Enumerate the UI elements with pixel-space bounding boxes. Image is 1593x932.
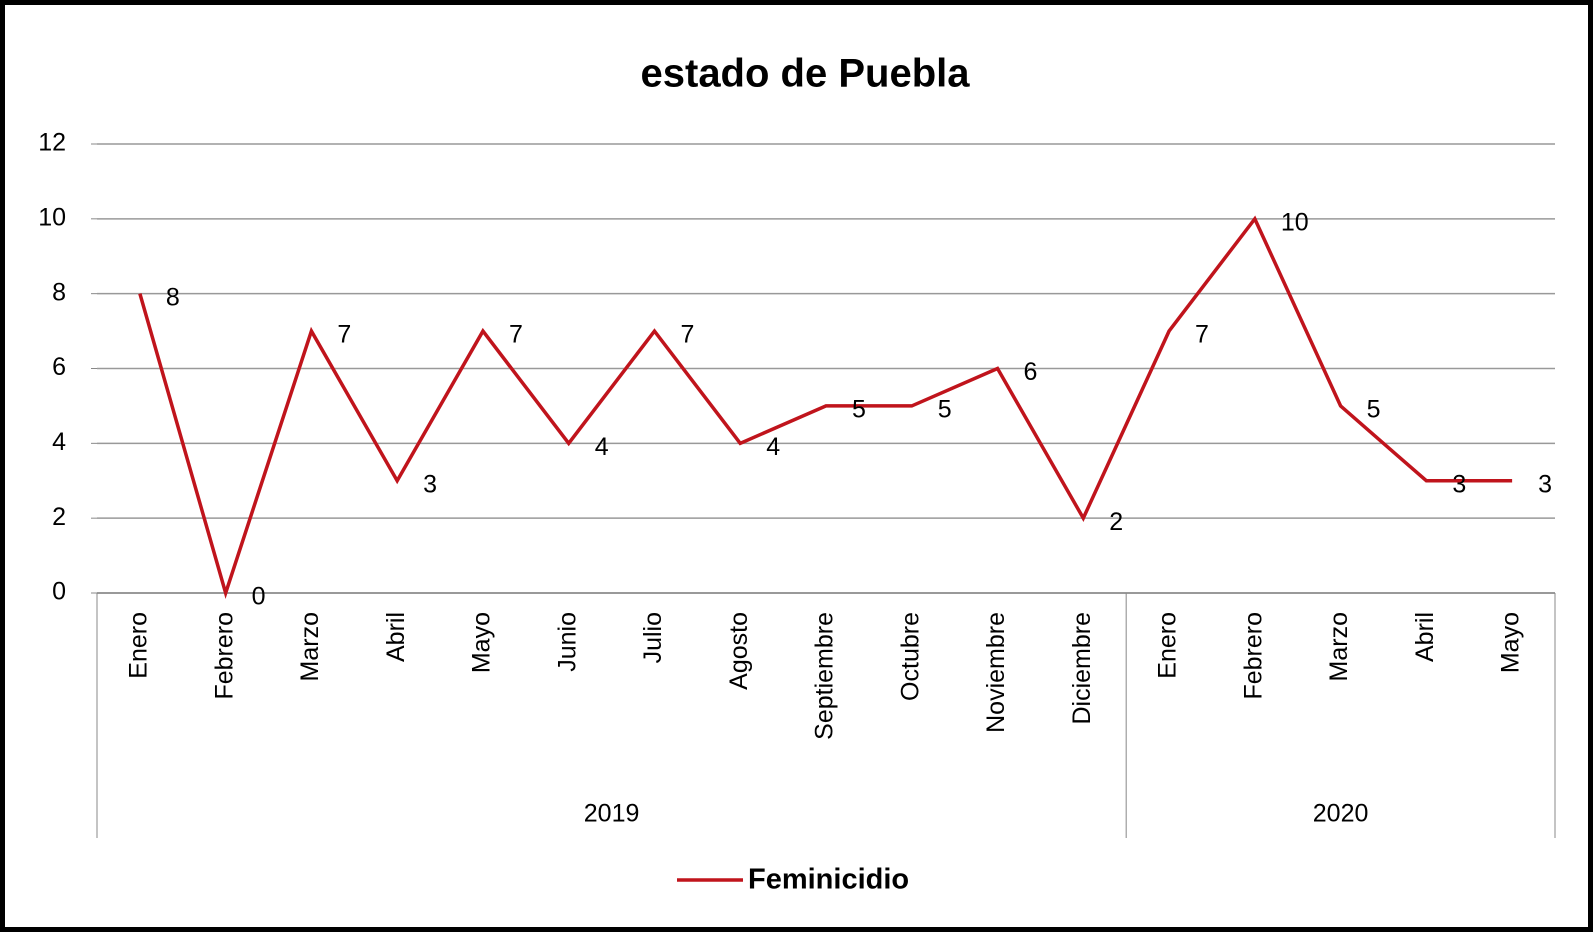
x-tick-label: Agosto (725, 612, 753, 690)
y-tick-label: 6 (52, 353, 66, 381)
x-tick-label: Noviembre (982, 612, 1010, 733)
data-label: 5 (938, 396, 952, 424)
x-tick-label: Enero (1154, 612, 1182, 679)
x-tick-label: Febrero (210, 612, 238, 700)
x-tick-label: Diciembre (1068, 612, 1096, 725)
data-label: 3 (1538, 470, 1552, 498)
legend-label: Feminicidio (748, 864, 909, 896)
data-label: 7 (680, 321, 694, 349)
data-label: 3 (423, 470, 437, 498)
y-tick-label: 2 (52, 503, 66, 531)
data-label: 3 (1452, 470, 1466, 498)
data-label: 2 (1109, 508, 1123, 536)
x-tick-label: Mayo (1497, 612, 1525, 673)
data-label: 4 (766, 433, 780, 461)
data-label: 7 (509, 321, 523, 349)
data-label: 7 (337, 321, 351, 349)
x-tick-label: Julio (639, 612, 667, 663)
x-tick-label: Abril (382, 612, 410, 662)
x-tick-label: Mayo (468, 612, 496, 673)
data-label: 5 (852, 396, 866, 424)
data-label: 10 (1281, 208, 1309, 236)
y-tick-label: 4 (52, 428, 66, 456)
data-label: 0 (252, 583, 266, 611)
y-tick-label: 12 (38, 129, 66, 157)
data-label: 8 (166, 283, 180, 311)
y-tick-label: 8 (52, 278, 66, 306)
x-tick-label: Octubre (896, 612, 924, 701)
x-tick-label: Junio (553, 612, 581, 672)
chart-title: estado de Puebla (641, 52, 971, 96)
y-tick-label: 10 (38, 203, 66, 231)
x-tick-label: Febrero (1239, 612, 1267, 700)
data-label: 4 (595, 433, 609, 461)
x-tick-label: Marzo (1325, 612, 1353, 681)
data-label: 6 (1024, 358, 1038, 386)
x-tick-label: Enero (124, 612, 152, 679)
series-line (138, 215, 1513, 599)
data-label: 7 (1195, 321, 1209, 349)
y-tick-label: 0 (52, 578, 66, 606)
group-label: 2020 (1313, 800, 1369, 828)
x-tick-label: Abril (1411, 612, 1439, 662)
x-tick-label: Septiembre (811, 612, 839, 740)
x-tick-label: Marzo (296, 612, 324, 681)
group-label: 2019 (584, 800, 640, 828)
data-label: 5 (1367, 396, 1381, 424)
